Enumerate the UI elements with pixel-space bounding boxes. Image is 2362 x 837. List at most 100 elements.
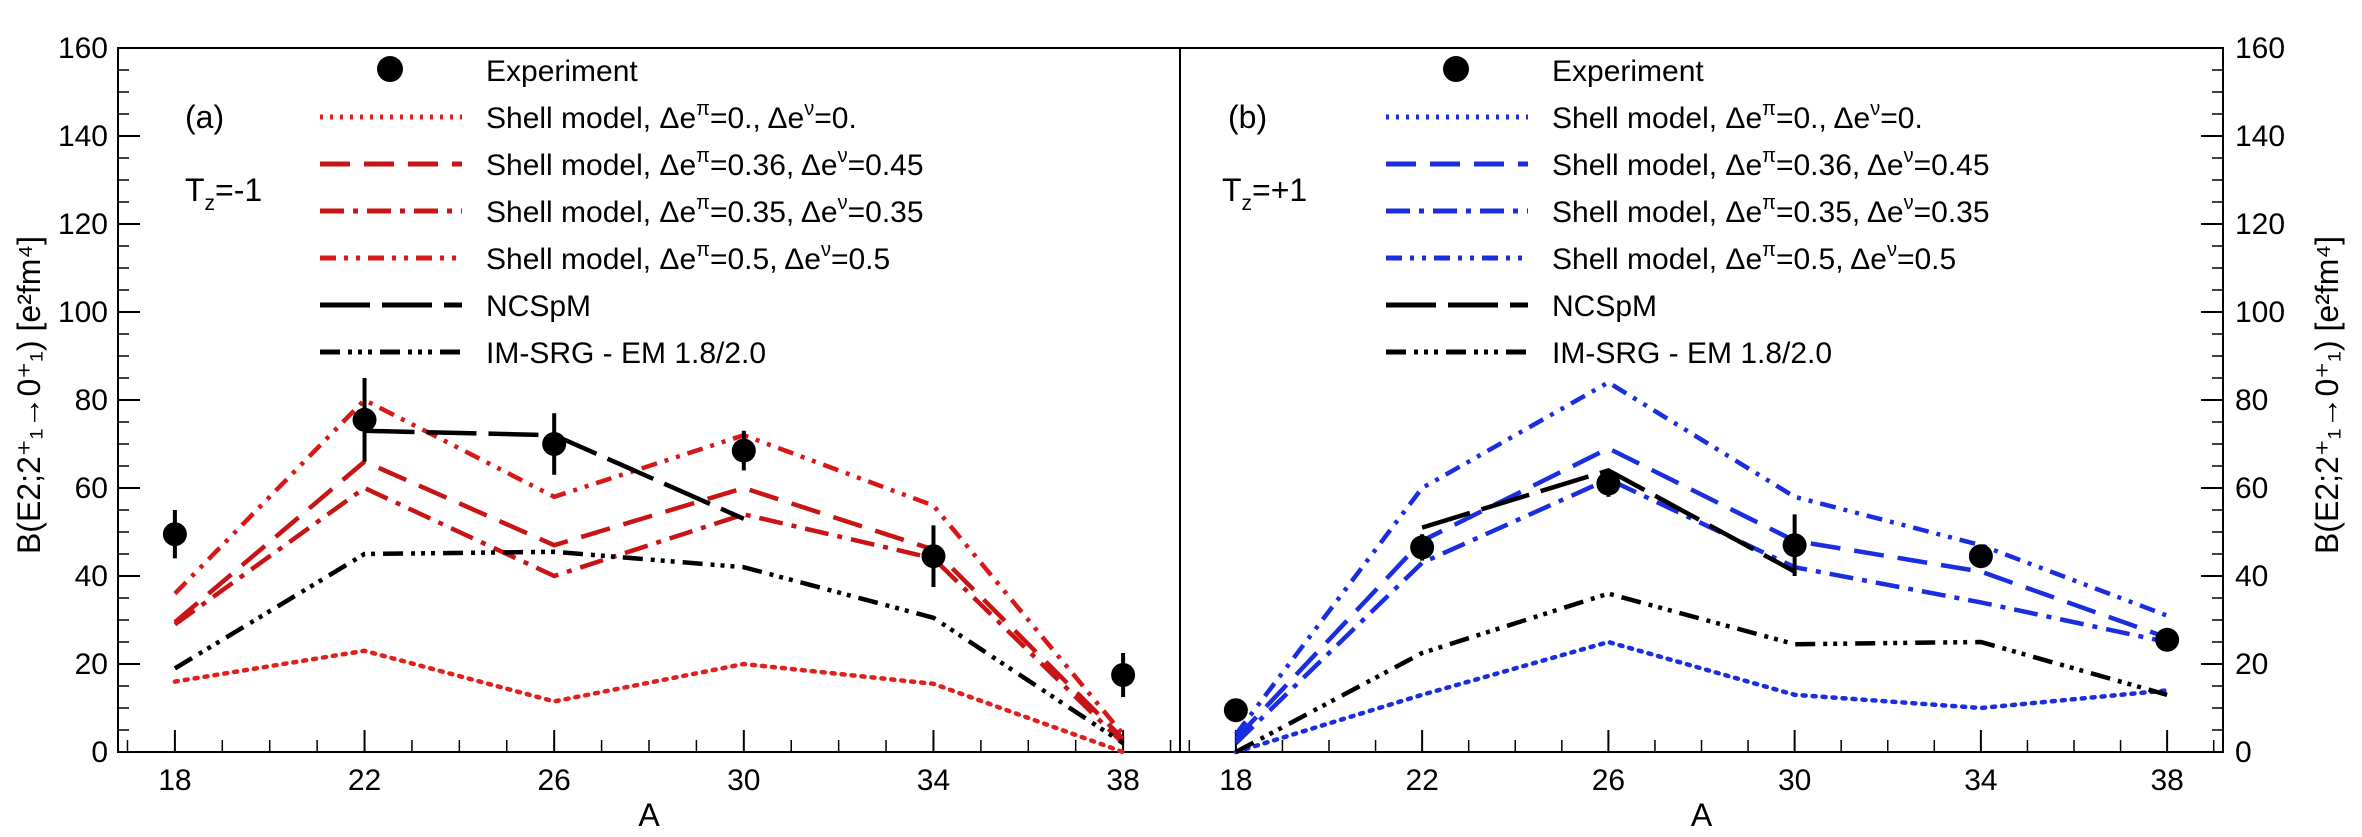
- y-tick-label-right: 100: [2235, 296, 2285, 329]
- legend-superscript-nu: ν: [821, 239, 831, 261]
- series-line: [173, 485, 1125, 745]
- legend-superscript-pi: π: [1762, 239, 1776, 261]
- legend-text-part: Shell model, Δe: [1552, 149, 1762, 182]
- experiment-point: [1968, 544, 1993, 569]
- y-axis-title-left: B(E2;2⁺₁→0⁺₁) [e²fm⁴]: [11, 236, 47, 554]
- legend-text-part: =0.45: [1914, 149, 1990, 182]
- legend-superscript-pi: π: [696, 192, 710, 214]
- legend-text-part: =0.: [1880, 102, 1923, 135]
- legend-text-part: Shell model, Δe: [1552, 102, 1762, 135]
- legend-superscript-nu: ν: [838, 145, 848, 167]
- panel-a: 18 22 26 30 34 38A020406080100120140160(a)Tz=…: [58, 32, 1181, 833]
- panel-label: (b): [1228, 99, 1267, 135]
- x-tick-label: 34: [1964, 764, 1997, 797]
- legend-superscript-nu: ν: [1870, 98, 1880, 120]
- x-axis-title: A: [1691, 797, 1713, 833]
- x-tick-label: 38: [2150, 764, 2183, 797]
- series-line: [173, 549, 1125, 746]
- legend-superscript-pi: π: [696, 239, 710, 261]
- legend-label: IM-SRG - EM 1.8/2.0: [486, 337, 766, 370]
- y-tick-label-left: 20: [75, 648, 108, 681]
- legend-label: NCSpM: [1552, 290, 1657, 323]
- legend-text-part: =0.5, Δe: [1776, 243, 1887, 276]
- legend-text-part: =0.36, Δe: [710, 149, 838, 182]
- legend-text-part: Shell model, Δe: [1552, 196, 1762, 229]
- series-line: [173, 397, 1125, 736]
- legend-marker: [1443, 56, 1469, 82]
- legend-superscript-nu: ν: [838, 192, 848, 214]
- legend-superscript-pi: π: [1762, 192, 1776, 214]
- experiment-point: [1223, 698, 1248, 723]
- legend-text-part: Shell model, Δe: [486, 149, 696, 182]
- experiment-point: [1111, 663, 1136, 687]
- tz-subscript: z: [1242, 192, 1253, 215]
- legend-label: Shell model, Δeπ=0.35, Δeν=0.35: [486, 192, 924, 229]
- y-tick-label-left: 120: [58, 208, 108, 241]
- legend-superscript-nu: ν: [1904, 145, 1914, 167]
- y-tick-label-right: 40: [2235, 560, 2268, 593]
- experiment-point: [542, 432, 567, 456]
- y-tick-label-right: 120: [2235, 208, 2285, 241]
- legend-superscript-pi: π: [696, 145, 710, 167]
- x-tick-label: 22: [348, 764, 381, 797]
- x-axis-title: A: [638, 797, 660, 833]
- legend-marker: [377, 56, 403, 82]
- y-tick-label-right: 20: [2235, 648, 2268, 681]
- experiment-point: [731, 438, 756, 463]
- tz-value: =+1: [1252, 172, 1307, 208]
- legend-label: Shell model, Δeπ=0.5, Δeν=0.5: [1552, 239, 1956, 276]
- legend-label: Shell model, Δeπ=0.36, Δeν=0.45: [486, 145, 924, 182]
- legend-text-part: =0., Δe: [1776, 102, 1870, 135]
- panel-label: (a): [185, 99, 224, 135]
- y-tick-label-right: 160: [2235, 32, 2285, 65]
- legend-text-part: Shell model, Δe: [486, 102, 696, 135]
- legend-text-part: =0.45: [848, 149, 924, 182]
- y-tick-label-left: 160: [58, 32, 108, 65]
- legend-superscript-pi: π: [1762, 98, 1776, 120]
- y-tick-label-left: 0: [91, 736, 108, 769]
- x-tick-label: 22: [1405, 764, 1438, 797]
- tz-label: Tz=+1: [1222, 172, 1307, 215]
- x-tick-label: 18: [1219, 764, 1252, 797]
- legend-label: Shell model, Δeπ=0., Δeν=0.: [486, 98, 857, 135]
- x-tick-label: 30: [1778, 764, 1811, 797]
- legend-label: Shell model, Δeπ=0.35, Δeν=0.35: [1552, 192, 1990, 229]
- legend-label: Experiment: [486, 55, 638, 88]
- legend-text-part: =0., Δe: [710, 102, 804, 135]
- series-line: [1233, 639, 2170, 755]
- legend-text-part: =0.5, Δe: [710, 243, 821, 276]
- legend-label: NCSpM: [486, 290, 591, 323]
- y-tick-label-left: 140: [58, 120, 108, 153]
- legend-label: IM-SRG - EM 1.8/2.0: [1552, 337, 1832, 370]
- experiment-point: [921, 544, 946, 569]
- tz-value: =-1: [215, 172, 262, 208]
- legend-superscript-pi: π: [1762, 145, 1776, 167]
- y-tick-label-right: 140: [2235, 120, 2285, 153]
- series-line: [1234, 591, 2168, 754]
- legend-label: Shell model, Δeπ=0.36, Δeν=0.45: [1552, 145, 1990, 182]
- legend-text-part: =0.5: [1897, 243, 1956, 276]
- y-tick-label-right: 80: [2235, 384, 2268, 417]
- legend-superscript-pi: π: [696, 98, 710, 120]
- experiment-point: [1596, 471, 1621, 496]
- legend-label: Shell model, Δeπ=0., Δeν=0.: [1552, 98, 1923, 135]
- y-tick-label-left: 80: [75, 384, 108, 417]
- y-tick-label-right: 60: [2235, 472, 2268, 505]
- legend-text-part: =0.35, Δe: [710, 196, 838, 229]
- experiment-point: [352, 407, 377, 432]
- legend-label: Shell model, Δeπ=0.5, Δeν=0.5: [486, 239, 890, 276]
- series-line: [1234, 445, 2168, 741]
- legend-superscript-nu: ν: [1887, 239, 1897, 261]
- y-tick-label-right: 0: [2235, 736, 2252, 769]
- tz-letter: T: [1222, 172, 1242, 208]
- panel-b: 18 22 26 30 34 38A020406080100120140160(b)Tz=…: [1179, 32, 2285, 833]
- x-tick-label: 38: [1106, 764, 1139, 797]
- series-line: [173, 458, 1125, 741]
- legend-label: Experiment: [1552, 55, 1704, 88]
- legend-text-part: =0.35, Δe: [1776, 196, 1904, 229]
- tz-subscript: z: [205, 192, 216, 215]
- legend-text-part: Shell model, Δe: [1552, 243, 1762, 276]
- legend-text-part: =0.35: [1914, 196, 1990, 229]
- x-tick-label: 34: [917, 764, 950, 797]
